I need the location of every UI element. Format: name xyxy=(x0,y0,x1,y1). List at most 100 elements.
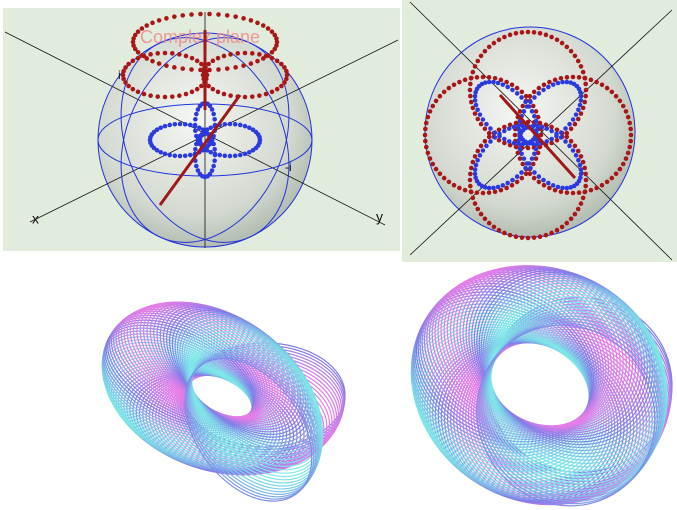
dot xyxy=(248,61,254,66)
dot xyxy=(509,82,515,88)
dot xyxy=(516,137,522,143)
dot xyxy=(541,82,547,88)
dot xyxy=(423,120,429,126)
dot xyxy=(532,95,537,100)
dot xyxy=(564,130,570,136)
dot xyxy=(209,137,215,142)
dot xyxy=(514,179,520,185)
dot xyxy=(183,53,189,59)
torus-ring xyxy=(419,333,602,487)
dot xyxy=(272,46,278,52)
dot xyxy=(583,87,589,93)
dot xyxy=(628,126,633,132)
dot xyxy=(478,121,484,127)
dot xyxy=(559,224,565,230)
torus-ring xyxy=(485,312,665,494)
dot xyxy=(549,140,554,146)
dot xyxy=(498,77,504,83)
dot xyxy=(473,162,479,168)
dot xyxy=(535,150,541,156)
dot xyxy=(502,124,507,130)
dot xyxy=(180,13,186,18)
dot xyxy=(480,190,486,196)
dot xyxy=(578,111,584,116)
torus-ring xyxy=(490,298,668,478)
dot xyxy=(504,79,509,85)
dot xyxy=(594,185,599,191)
dot xyxy=(216,67,221,72)
dot xyxy=(575,116,581,122)
dot xyxy=(196,125,202,131)
dot xyxy=(583,93,588,99)
dot xyxy=(491,40,497,46)
dot xyxy=(530,103,536,109)
panel-title: Complex plane xyxy=(140,27,260,47)
dot xyxy=(265,26,271,31)
dot xyxy=(516,142,522,147)
dot xyxy=(528,165,533,171)
dot xyxy=(498,187,504,193)
dot xyxy=(207,67,212,73)
dot xyxy=(488,139,493,144)
dot xyxy=(451,182,457,188)
dot xyxy=(467,177,473,183)
dot xyxy=(475,107,480,113)
dot xyxy=(248,18,254,23)
dot xyxy=(620,161,626,167)
dot xyxy=(279,61,284,67)
dot xyxy=(604,179,610,185)
torus-ring xyxy=(184,357,313,502)
dot xyxy=(441,89,447,95)
dot xyxy=(199,61,204,67)
dot xyxy=(194,163,199,169)
torus-ring xyxy=(115,364,272,464)
dot xyxy=(492,130,498,135)
dot xyxy=(530,141,536,147)
torus-ring xyxy=(414,326,596,479)
dot xyxy=(249,51,255,56)
dot xyxy=(578,171,584,177)
dot xyxy=(154,127,160,133)
dot xyxy=(195,168,201,173)
dot xyxy=(486,79,492,85)
dot xyxy=(575,58,581,64)
dot xyxy=(246,125,252,131)
dot xyxy=(284,72,290,78)
point-label: i xyxy=(118,68,121,82)
dot xyxy=(532,151,537,157)
dot xyxy=(533,109,539,114)
dot xyxy=(232,153,238,159)
dot xyxy=(572,53,578,59)
dot xyxy=(520,161,526,167)
dot xyxy=(552,77,558,83)
dot xyxy=(505,84,510,90)
dot xyxy=(139,53,145,58)
dot xyxy=(515,150,521,156)
dot xyxy=(480,117,486,122)
dot xyxy=(477,112,483,117)
dot xyxy=(211,111,216,117)
dot xyxy=(495,184,501,190)
dot xyxy=(207,11,212,17)
dot xyxy=(194,133,199,139)
dot xyxy=(130,86,136,92)
torus-ring xyxy=(488,307,667,488)
dot xyxy=(232,121,238,127)
dot xyxy=(519,30,525,35)
dot xyxy=(282,65,287,70)
dot xyxy=(206,61,211,67)
dot xyxy=(570,74,576,80)
dot xyxy=(628,132,634,138)
dot xyxy=(537,30,543,36)
dot xyxy=(578,154,584,159)
dot xyxy=(554,131,559,137)
dot xyxy=(167,122,173,128)
dot xyxy=(549,128,554,134)
torus-ring xyxy=(487,310,666,491)
torus-left xyxy=(101,301,346,502)
dot xyxy=(517,146,523,152)
dot xyxy=(519,235,525,240)
dot xyxy=(623,109,629,114)
dot xyxy=(563,139,568,144)
dot xyxy=(576,190,582,195)
